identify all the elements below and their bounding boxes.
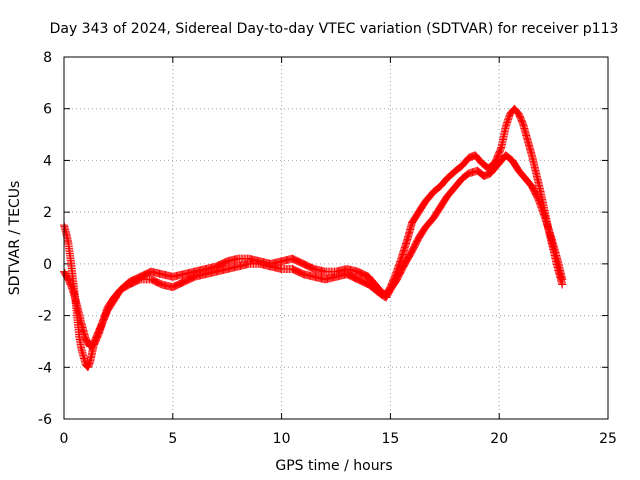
y-tick-label: -2 (38, 309, 52, 325)
x-axis-label: GPS time / hours (275, 458, 392, 474)
x-tick-label: 25 (599, 431, 617, 447)
chart-title: Day 343 of 2024, Sidereal Day-to-day VTE… (50, 21, 619, 37)
series-markers (60, 104, 567, 372)
y-tick-label: 2 (43, 205, 52, 221)
x-tick-label: 20 (490, 431, 508, 447)
data-point (385, 286, 394, 295)
y-tick-label: -4 (38, 360, 52, 376)
data-point (527, 181, 536, 190)
x-tick-label: 5 (168, 431, 177, 447)
y-tick-label: 4 (43, 153, 52, 169)
x-tick-label: 15 (381, 431, 399, 447)
x-tick-label: 0 (60, 431, 69, 447)
axes: 0 5 10 15 20 25 -6 -4 -2 0 2 4 6 8 (38, 50, 617, 447)
data-points (60, 104, 567, 372)
y-tick-label: -6 (38, 412, 52, 428)
data-point (391, 277, 400, 286)
data-point (558, 275, 567, 284)
y-tick-label: 0 (43, 257, 52, 273)
series-markers (60, 151, 567, 351)
grid (64, 57, 608, 419)
y-tick-label: 6 (43, 102, 52, 118)
y-tick-label: 8 (43, 50, 52, 66)
plot-frame (63, 56, 609, 420)
x-tick-label: 10 (273, 431, 291, 447)
y-axis-label: SDTVAR / TECUs (7, 181, 23, 296)
